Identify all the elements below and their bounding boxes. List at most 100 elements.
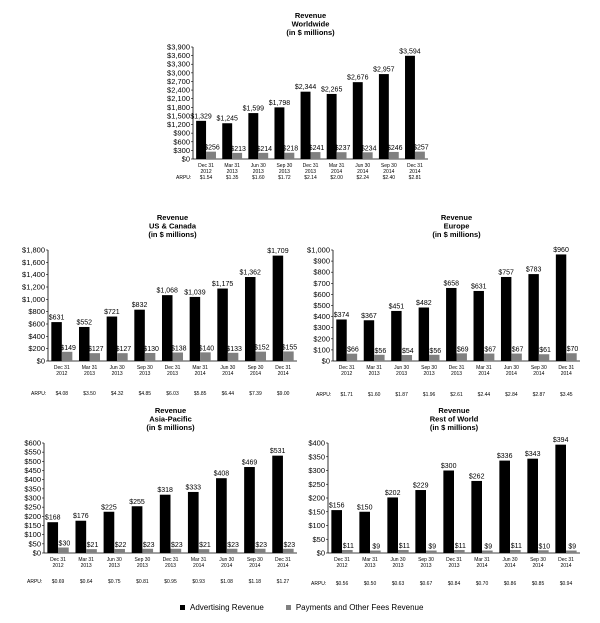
y-tick-label: $600	[313, 290, 330, 299]
bar-payments	[538, 354, 550, 361]
chart-title-line: (in $ millions)	[286, 28, 335, 37]
arpu-value: $1.35	[226, 175, 239, 181]
bar-advertising	[216, 478, 227, 553]
x-tick-label: Jun 30	[251, 163, 266, 169]
bar-advertising	[244, 467, 255, 553]
bar-advertising	[446, 287, 457, 361]
arpu-value: $2.84	[505, 392, 518, 398]
data-label-payments: $152	[254, 345, 270, 352]
x-tick-label: Sep 30	[381, 163, 397, 169]
bar-payments	[388, 151, 399, 159]
data-label-payments: $23	[283, 542, 295, 549]
x-tick-label: Jun 30	[394, 365, 409, 371]
data-label-payments: $256	[204, 145, 220, 152]
y-tick-label: $1,200	[167, 120, 190, 129]
data-label-payments: $140	[199, 345, 215, 352]
x-tick-label: Dec 31	[50, 557, 66, 563]
arpu-value: $0.95	[164, 579, 177, 585]
arpu-value: $1.87	[395, 392, 408, 398]
bar-advertising	[78, 326, 90, 361]
y-tick-label: $700	[313, 279, 330, 288]
chart-title-line: Revenue	[155, 406, 186, 415]
x-tick-label: 2014	[506, 371, 517, 377]
x-tick-label: 2014	[221, 563, 232, 569]
data-label-payments: $11	[399, 543, 410, 550]
x-tick-label: Dec 31	[407, 163, 423, 169]
arpu-value: $2.44	[478, 392, 491, 398]
data-label-advertising: $783	[526, 267, 542, 274]
x-tick-label: Sep 30	[531, 365, 547, 371]
x-tick-label: Mar 31	[224, 163, 240, 169]
bar-advertising	[161, 295, 173, 361]
data-label-advertising: $960	[553, 247, 569, 254]
data-label-advertising: $202	[385, 490, 401, 497]
x-tick-label: Dec 31	[165, 365, 181, 371]
data-label-advertising: $374	[334, 312, 350, 319]
data-label-advertising: $631	[471, 283, 487, 290]
y-tick-label: $250	[308, 480, 325, 489]
arpu-value: $1.60	[252, 175, 265, 181]
chart-title-line: Rest of World	[430, 415, 479, 424]
bar-payments	[206, 151, 216, 159]
data-label-advertising: $1,245	[216, 116, 238, 123]
bar-advertising	[418, 307, 430, 361]
data-label-payments: $246	[387, 145, 403, 152]
y-tick-label: $400	[313, 312, 330, 321]
bar-payments	[426, 550, 437, 553]
arpu-value: $0.70	[476, 581, 489, 587]
x-tick-label: 2014	[478, 371, 489, 377]
data-label-payments: $70	[567, 346, 579, 353]
data-label-payments: $127	[116, 346, 132, 353]
y-tick-label: $350	[308, 452, 325, 461]
y-tick-label: $250	[24, 503, 41, 512]
bar-advertising	[272, 255, 284, 361]
chart-title-line: (in $ millions)	[148, 230, 197, 239]
bar-advertising	[500, 276, 512, 361]
bar-payments	[114, 548, 125, 553]
data-label-advertising: $1,798	[269, 100, 291, 107]
data-label-advertising: $3,594	[399, 48, 421, 55]
legend-item-advertising: Advertising Revenue	[180, 603, 264, 612]
data-label-payments: $69	[457, 346, 469, 353]
x-tick-label: 2013	[227, 169, 238, 175]
data-label-payments: $214	[256, 146, 272, 153]
x-tick-label: 2013	[84, 371, 95, 377]
bar-advertising	[352, 82, 363, 159]
x-tick-label: 2014	[357, 169, 368, 175]
y-tick-label: $400	[308, 439, 325, 448]
x-tick-label: 2013	[137, 563, 148, 569]
x-tick-label: 2013	[305, 169, 316, 175]
bar-advertising	[359, 511, 370, 553]
bar-advertising	[528, 274, 539, 361]
x-tick-label: Sep 30	[418, 557, 434, 563]
arpu-label: ARPU:	[311, 581, 326, 587]
bar-advertising	[222, 123, 233, 159]
y-tick-label: $100	[308, 521, 325, 530]
data-label-payments: $67	[512, 347, 524, 354]
x-tick-label: 2014	[504, 563, 515, 569]
y-tick-label: $3,600	[167, 51, 190, 60]
x-tick-label: 2014	[533, 371, 544, 377]
bar-advertising	[499, 460, 510, 553]
data-label-payments: $23	[143, 542, 155, 549]
arpu-value: $3.50	[83, 391, 96, 397]
x-tick-label: Mar 31	[82, 365, 98, 371]
x-tick-label: Dec 31	[163, 557, 179, 563]
legend-label-advertising: Advertising Revenue	[190, 603, 264, 612]
data-label-payments: $11	[343, 543, 354, 550]
y-tick-label: $100	[24, 530, 41, 539]
y-tick-label: $200	[28, 344, 45, 353]
y-tick-label: $0	[317, 549, 325, 558]
y-tick-label: $550	[24, 448, 41, 457]
arpu-value: $0.93	[192, 579, 205, 585]
data-label-advertising: $229	[413, 483, 429, 490]
chart-title-line: Revenue	[157, 213, 188, 222]
arpu-value: $0.86	[504, 581, 517, 587]
y-tick-label: $800	[28, 307, 45, 316]
y-tick-label: $1,800	[167, 103, 190, 112]
bar-payments	[172, 352, 184, 361]
x-tick-label: Sep 30	[247, 557, 263, 563]
arpu-value: $0.63	[392, 581, 405, 587]
bar-advertising	[336, 319, 347, 361]
data-label-advertising: $757	[498, 269, 514, 276]
